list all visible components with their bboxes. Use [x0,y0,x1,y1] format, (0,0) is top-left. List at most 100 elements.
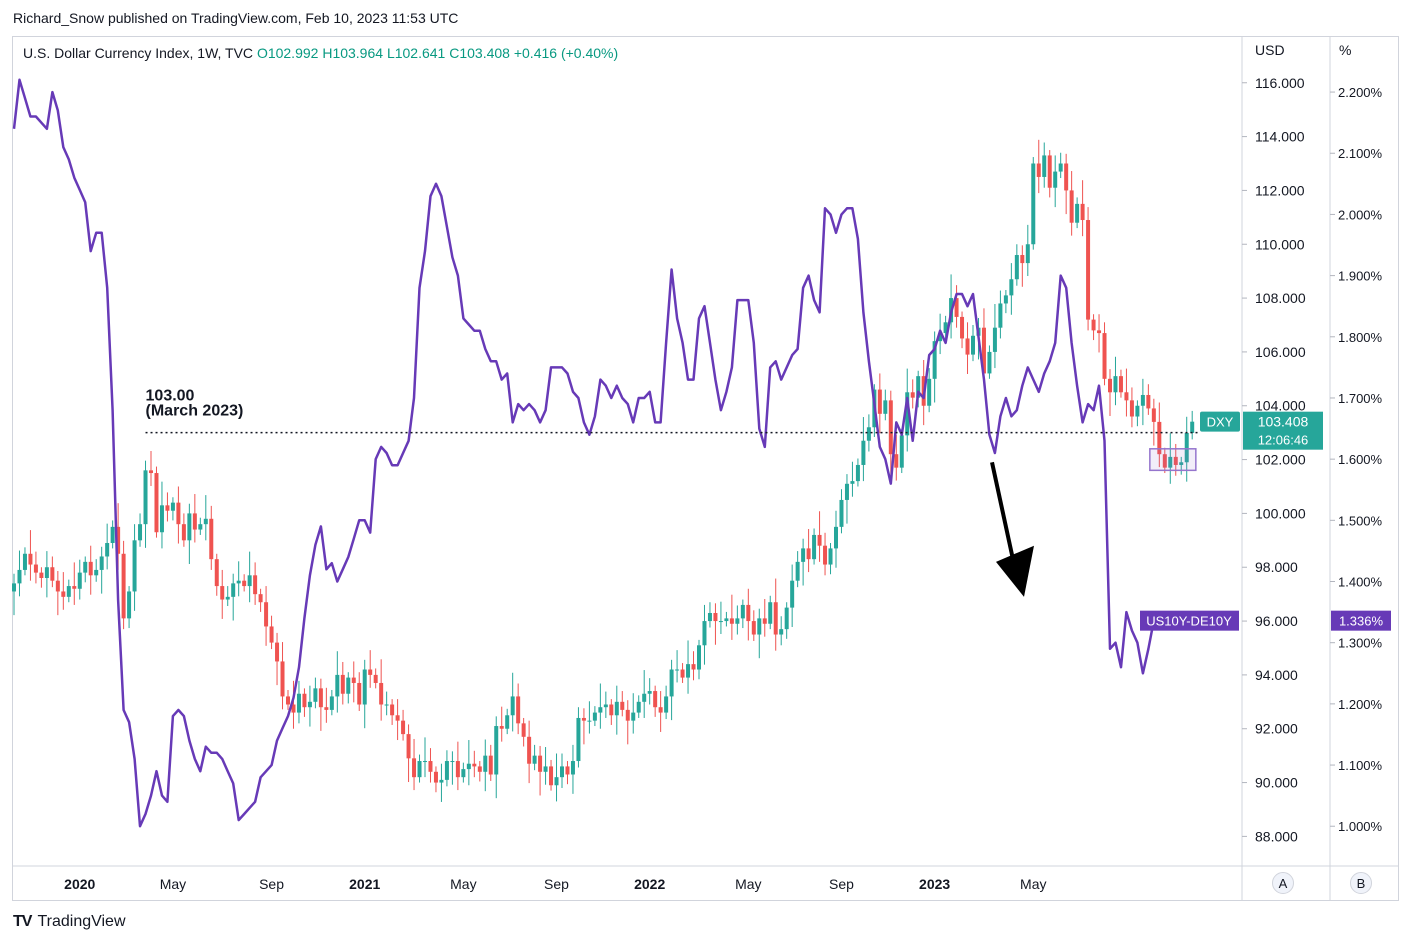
dxy-candle[interactable] [839,499,844,527]
dxy-candle[interactable] [691,664,696,670]
percent-scale-button[interactable]: B [1350,872,1372,894]
dxy-candle[interactable] [1003,295,1008,304]
dxy-candle[interactable] [565,766,570,775]
dxy-candle[interactable] [39,572,44,579]
dxy-candle[interactable] [1118,376,1123,393]
dxy-symbol-tag[interactable] [1200,411,1240,432]
dxy-candle[interactable] [499,726,504,729]
dxy-candle[interactable] [264,602,269,627]
dxy-candle[interactable] [466,763,471,770]
dxy-candle[interactable] [1162,454,1167,468]
auto-scale-button[interactable]: A [1272,872,1294,894]
dxy-candle[interactable] [718,621,723,623]
tradingview-brand[interactable]: TV TradingView [13,913,126,931]
dxy-candle[interactable] [138,524,143,541]
dxy-candle[interactable] [614,701,619,716]
dxy-candle[interactable] [592,712,597,721]
dxy-candle[interactable] [494,726,499,775]
dxy-candle[interactable] [220,586,225,600]
dxy-candle[interactable] [779,629,784,635]
dxy-candle[interactable] [1036,163,1041,177]
dxy-candle[interactable] [483,755,488,772]
legend-symbol[interactable]: U.S. Dollar Currency Index, 1W, TVC [23,45,254,61]
dxy-candle[interactable] [88,561,93,576]
dxy-candle[interactable] [1053,171,1058,188]
chart-legend[interactable]: U.S. Dollar Currency Index, 1W, TVC O102… [23,45,618,61]
dxy-candle[interactable] [938,333,943,342]
dxy-candle[interactable] [806,548,811,560]
dxy-candle[interactable] [773,602,778,635]
dxy-candle[interactable] [549,766,554,786]
dxy-candle[interactable] [192,513,197,530]
dxy-candle[interactable] [1042,155,1047,177]
dxy-candle[interactable] [894,454,899,468]
dxy-candle[interactable] [236,580,241,584]
dxy-candle[interactable] [992,327,997,352]
dxy-candle[interactable] [505,715,510,729]
dxy-candle[interactable] [472,763,477,767]
dxy-candle[interactable] [702,621,707,646]
dxy-candle[interactable] [368,669,373,675]
dxy-candle[interactable] [455,761,460,778]
spread-symbol-tag[interactable] [1140,610,1239,631]
dxy-candle[interactable] [740,604,745,619]
dxy-candle[interactable] [50,567,55,581]
dxy-candle[interactable] [883,400,888,414]
dxy-candle[interactable] [861,440,866,465]
dxy-candle[interactable] [521,723,526,737]
dxy-candle[interactable] [587,720,592,722]
dxy-candle[interactable] [828,548,833,565]
dxy-candle[interactable] [1058,163,1063,172]
dxy-candle[interactable] [899,435,904,468]
dxy-candle[interactable] [510,696,515,716]
dxy-candle[interactable] [1190,421,1195,433]
dxy-candle[interactable] [461,769,466,778]
dxy-candle[interactable] [253,575,258,595]
dxy-candle[interactable] [916,376,921,398]
dxy-candle[interactable] [1097,330,1102,334]
dxy-candle[interactable] [1179,462,1184,465]
dxy-candle[interactable] [1184,432,1189,463]
dxy-candle[interactable] [143,470,148,525]
dxy-candle[interactable] [44,567,49,579]
dxy-candle[interactable] [877,389,882,414]
dxy-candle[interactable] [620,701,625,710]
dxy-candle[interactable] [746,604,751,622]
dxy-candle[interactable] [395,715,400,721]
dxy-candle[interactable] [1064,163,1069,191]
dxy-candle[interactable] [318,688,323,708]
dxy-candle[interactable] [1025,244,1030,264]
dxy-candle[interactable] [127,591,132,619]
dxy-candle[interactable] [910,392,915,398]
dxy-candle[interactable] [231,583,236,597]
dxy-candle[interactable] [954,298,959,317]
dxy-candle[interactable] [855,464,860,482]
dxy-candle[interactable] [1091,319,1096,331]
dxy-candle[interactable] [198,524,203,530]
dxy-candle[interactable] [346,677,351,694]
highlight-box[interactable] [1149,448,1197,472]
dxy-candle[interactable] [1113,376,1118,393]
dxy-candle[interactable] [275,642,280,662]
dxy-candle[interactable] [329,696,334,710]
dxy-candle[interactable] [324,707,329,710]
dxy-candle[interactable] [72,586,77,589]
dxy-candle[interactable] [532,755,537,764]
dxy-candle[interactable] [286,696,290,705]
dxy-candle[interactable] [1129,400,1134,417]
dxy-candle[interactable] [412,758,417,778]
dxy-candle[interactable] [686,664,691,678]
dxy-candle[interactable] [762,618,767,624]
dxy-candle[interactable] [1086,220,1091,320]
dxy-candle[interactable] [116,526,121,554]
dxy-candle[interactable] [1168,456,1173,468]
dxy-candle[interactable] [823,545,828,565]
dxy-candle[interactable] [981,327,986,374]
dxy-candle[interactable] [390,704,395,716]
dxy-candle[interactable] [812,534,817,560]
dxy-candle[interactable] [477,766,482,772]
dxy-candle[interactable] [817,534,822,546]
dxy-candle[interactable] [905,392,910,436]
dxy-candle[interactable] [932,341,937,379]
